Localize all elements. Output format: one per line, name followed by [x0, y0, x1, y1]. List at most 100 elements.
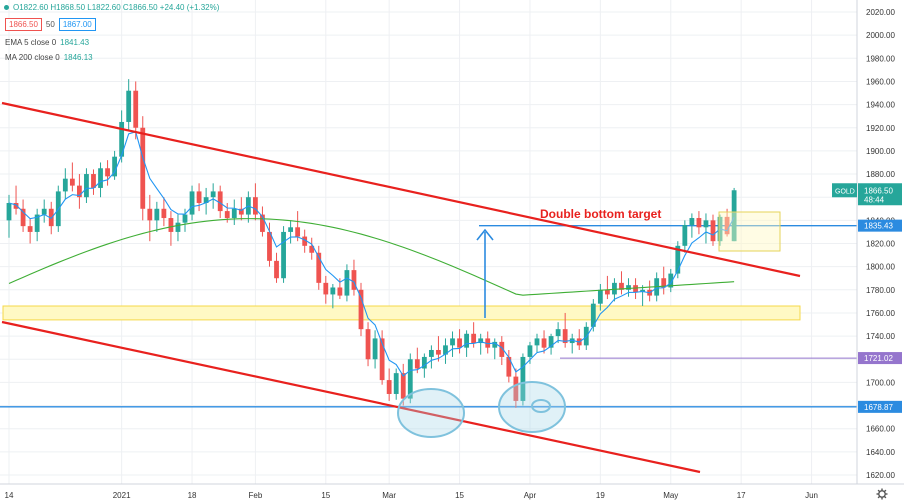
target-arrow	[476, 228, 494, 318]
price-tick-label: 1780.00	[866, 286, 895, 295]
time-axis: 14 2021 18 Feb 15 Mar 15 Apr 19 May 17 Jun	[0, 483, 904, 504]
candle-body	[682, 224, 688, 246]
price-tick-label: 1620.00	[866, 471, 895, 480]
channel-lower-line	[1, 320, 701, 474]
candle-body	[20, 208, 26, 227]
candle-body	[562, 329, 568, 344]
price-axis: 1620.001640.001660.001680.001700.001720.…	[856, 0, 904, 504]
buy-button[interactable]: 1867.00	[58, 18, 96, 31]
candle-body	[710, 220, 716, 242]
level-tag-box	[858, 352, 902, 365]
gear-icon[interactable]	[876, 488, 888, 500]
candle-body	[189, 191, 195, 215]
ma-label: MA 200 close 0	[5, 53, 60, 62]
candle-body	[605, 289, 610, 295]
candle-body	[344, 270, 350, 296]
status-dot	[4, 5, 9, 10]
candle-body	[182, 214, 188, 223]
time-tick-label: Mar	[382, 491, 396, 500]
symbol-tag-box	[832, 183, 857, 198]
candle-body	[379, 338, 385, 381]
candle-body	[253, 197, 258, 215]
candle-body	[274, 260, 279, 279]
price-tick-label: 1940.00	[866, 101, 895, 110]
price-tick-label: 1740.00	[866, 332, 895, 341]
candle-body	[337, 287, 343, 296]
price-tick-label: 1640.00	[866, 448, 895, 457]
level-tag-value: 1721.02	[864, 354, 893, 363]
candle-body	[316, 252, 322, 283]
candle-body	[154, 208, 160, 221]
candle-body	[224, 211, 230, 219]
candle-body	[133, 90, 139, 128]
candle-body	[464, 333, 469, 348]
ma-200-line	[8, 218, 735, 296]
candle-body	[126, 90, 132, 122]
time-tick-label: Apr	[524, 491, 537, 500]
sell-button[interactable]: 1866.50	[5, 18, 42, 31]
level-tag-box	[858, 400, 902, 413]
candle-body	[534, 338, 540, 346]
price-tick-label: 1900.00	[866, 147, 895, 156]
candle-body	[358, 289, 364, 330]
candle-body	[168, 218, 174, 232]
candle-body	[626, 285, 631, 290]
candle-body	[513, 376, 519, 401]
countdown-value: 48:44	[864, 195, 885, 204]
candle-body	[365, 329, 371, 360]
candle-body	[421, 356, 427, 369]
candle-body	[485, 338, 491, 348]
time-tick-label: 15	[455, 491, 464, 500]
ema-label: EMA 5 close 0	[5, 38, 57, 47]
ma-value: 1846.13	[63, 53, 93, 62]
candle-body	[34, 214, 40, 232]
candle-body	[91, 174, 96, 188]
candle-body	[541, 338, 547, 348]
ohlc-legend: O1822.60 H1868.50 L1822.60 C1866.50 +24.…	[4, 3, 219, 12]
candle-body	[330, 287, 336, 295]
channel-upper-line	[1, 101, 801, 278]
candle-body	[203, 197, 209, 203]
double-bottom-markers	[397, 381, 566, 438]
bottom-circle	[397, 388, 465, 438]
settings-corner[interactable]	[860, 484, 904, 504]
candle-body	[436, 349, 441, 355]
time-tick-label: 2021	[113, 491, 131, 500]
ema-5-line	[8, 131, 735, 377]
last-price-value: 1866.50	[864, 186, 893, 195]
candle-body	[400, 373, 406, 399]
symbol-tag-name: GOLD	[835, 188, 855, 195]
ema-legend[interactable]: EMA 5 close 0 1841.43	[5, 38, 89, 47]
price-tick-label: 1920.00	[866, 124, 895, 133]
candle-body	[62, 178, 68, 192]
candle-body	[309, 245, 315, 253]
candle-body	[105, 168, 110, 177]
candle-body	[77, 185, 82, 198]
candle-body	[443, 345, 448, 355]
candle-body	[520, 356, 526, 401]
time-tick-label: 14	[5, 491, 14, 500]
candle-body	[612, 282, 617, 295]
candle-body	[119, 121, 125, 157]
time-tick-label: 17	[737, 491, 746, 500]
candle-body	[457, 338, 462, 348]
level-tag-box	[858, 219, 902, 232]
candle-body	[13, 202, 19, 209]
candle-body	[689, 218, 695, 225]
candle-body	[506, 356, 512, 377]
horizontal-levels	[0, 224, 857, 408]
candle-body	[386, 380, 392, 394]
price-tick-label: 1880.00	[866, 170, 895, 179]
price-tick-label: 1660.00	[866, 425, 895, 434]
ema-value: 1841.43	[60, 38, 90, 47]
candle-body	[393, 373, 399, 394]
candle-body	[478, 338, 484, 344]
ma-legend[interactable]: MA 200 close 0 1846.13	[5, 53, 93, 62]
candle-body	[175, 222, 181, 232]
candle-body	[703, 220, 709, 228]
support-resistance-zone	[2, 305, 801, 321]
bottom-circle	[531, 399, 551, 413]
time-tick-label: Feb	[249, 491, 263, 500]
candle-body	[217, 191, 223, 212]
